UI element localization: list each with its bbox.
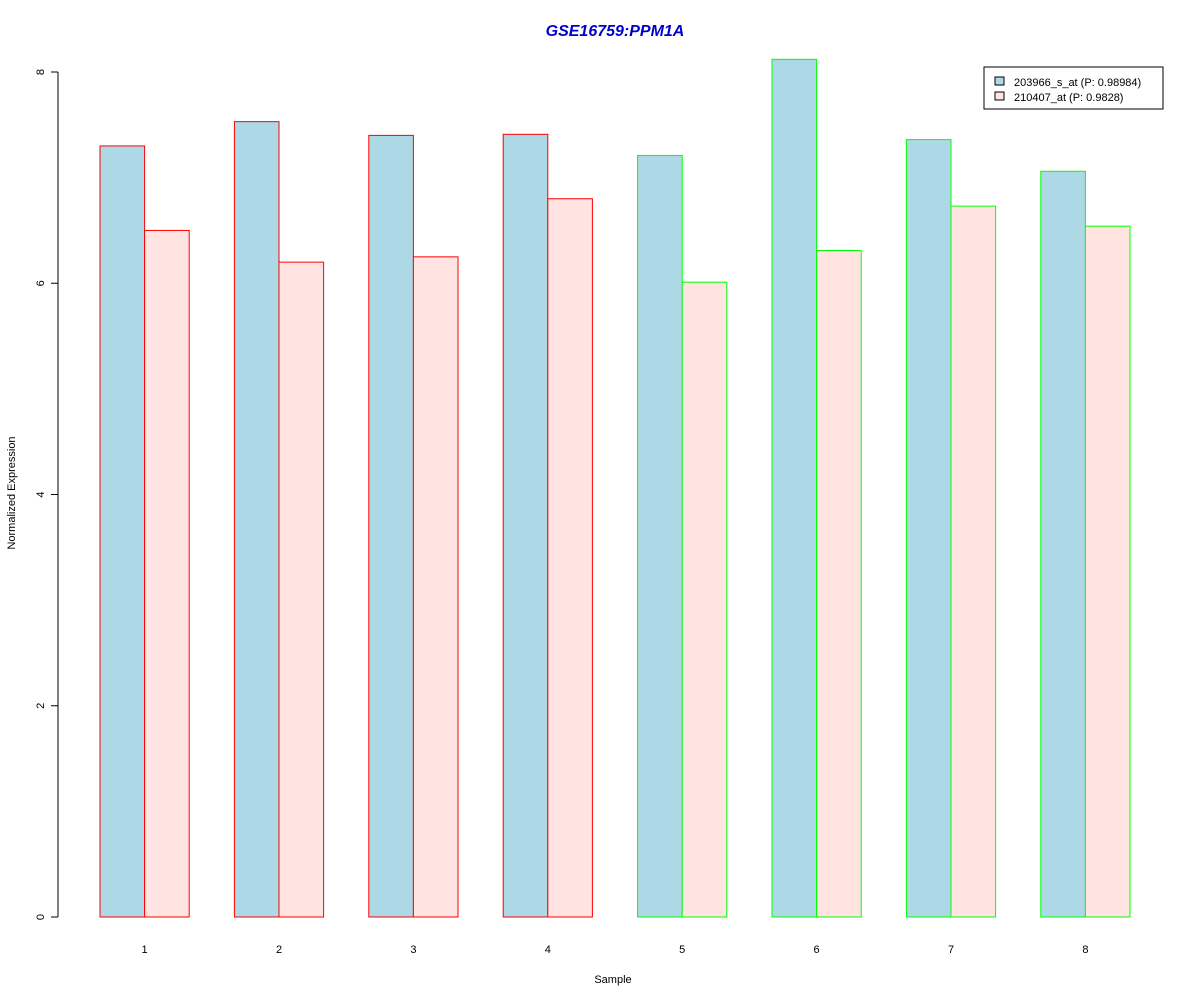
x-tick-label-7: 7 [948, 944, 954, 956]
x-tick-label-2: 2 [276, 944, 282, 956]
bar-sample-7-series-1 [905, 139, 952, 918]
legend-label-series-1: 203966_s_at (P: 0.98984) [1014, 77, 1141, 89]
bars-group [99, 58, 1131, 918]
bar-sample-4-series-1 [502, 133, 549, 918]
x-axis: 1 2 3 4 5 6 7 8 [142, 944, 1089, 956]
bar-sample-5-series-2 [681, 281, 728, 918]
bar-sample-4-series-2 [547, 198, 593, 918]
bar-sample-3-series-1 [368, 134, 414, 918]
legend-key-series-1 [994, 76, 1005, 86]
x-tick-label-4: 4 [545, 944, 551, 956]
x-axis-label: Sample [594, 974, 631, 986]
y-axis-label: Normalized Expression [6, 436, 18, 549]
chart-title: GSE16759:PPM1A [546, 23, 685, 40]
bar-sample-2-series-2 [278, 261, 325, 918]
bar-sample-6-series-2 [816, 250, 862, 918]
x-tick-label-1: 1 [142, 944, 148, 956]
legend-label-series-2: 210407_at (P: 0.9828) [1014, 92, 1123, 104]
bar-sample-3-series-2 [412, 256, 459, 918]
bar-sample-5-series-1 [637, 154, 683, 918]
y-tick-label-4: 4 [35, 491, 47, 497]
x-tick-label-5: 5 [679, 944, 685, 956]
y-tick-label-6: 6 [35, 280, 47, 286]
legend-key-series-2 [994, 91, 1005, 101]
bar-sample-2-series-1 [233, 121, 280, 918]
bar-sample-7-series-2 [950, 205, 997, 918]
legend-box [983, 66, 1164, 110]
bar-sample-1-series-1 [99, 145, 146, 918]
x-tick-label-3: 3 [410, 944, 416, 956]
bar-sample-6-series-1 [771, 58, 818, 918]
y-tick-label-0: 0 [35, 914, 47, 920]
bar-sample-8-series-2 [1084, 225, 1131, 918]
bar-sample-1-series-2 [144, 229, 190, 918]
y-axis: 0 2 4 6 8 [35, 69, 59, 920]
y-tick-label-2: 2 [35, 703, 47, 709]
bar-sample-8-series-1 [1040, 170, 1086, 918]
y-tick-label-8: 8 [35, 69, 47, 75]
legend: 203966_s_at (P: 0.98984) 210407_at (P: 0… [983, 66, 1164, 110]
x-tick-label-6: 6 [814, 944, 820, 956]
x-tick-label-8: 8 [1082, 944, 1088, 956]
